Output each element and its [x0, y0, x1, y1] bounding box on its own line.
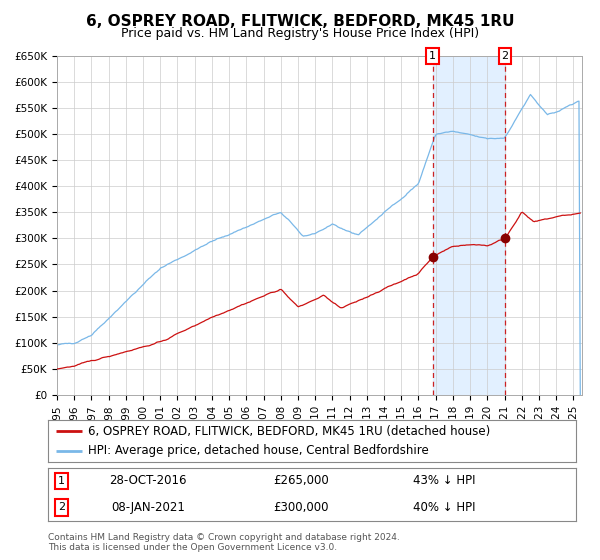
- Text: 2: 2: [502, 51, 508, 61]
- Bar: [433, 56, 505, 395]
- Text: HPI: Average price, detached house, Central Bedfordshire: HPI: Average price, detached house, Cent…: [88, 444, 428, 457]
- Text: This data is licensed under the Open Government Licence v3.0.: This data is licensed under the Open Gov…: [48, 543, 337, 552]
- Text: 1: 1: [429, 51, 436, 61]
- Text: Contains HM Land Registry data © Crown copyright and database right 2024.: Contains HM Land Registry data © Crown c…: [48, 533, 400, 542]
- Text: 6, OSPREY ROAD, FLITWICK, BEDFORD, MK45 1RU: 6, OSPREY ROAD, FLITWICK, BEDFORD, MK45 …: [86, 14, 514, 29]
- Text: 2: 2: [58, 502, 65, 512]
- Text: £265,000: £265,000: [274, 474, 329, 487]
- Text: 6, OSPREY ROAD, FLITWICK, BEDFORD, MK45 1RU (detached house): 6, OSPREY ROAD, FLITWICK, BEDFORD, MK45 …: [88, 425, 490, 438]
- Text: 28-OCT-2016: 28-OCT-2016: [110, 474, 187, 487]
- Text: Price paid vs. HM Land Registry's House Price Index (HPI): Price paid vs. HM Land Registry's House …: [121, 27, 479, 40]
- Text: 08-JAN-2021: 08-JAN-2021: [112, 501, 185, 514]
- Text: 1: 1: [58, 476, 65, 486]
- Text: £300,000: £300,000: [274, 501, 329, 514]
- Text: 40% ↓ HPI: 40% ↓ HPI: [413, 501, 475, 514]
- Text: 43% ↓ HPI: 43% ↓ HPI: [413, 474, 475, 487]
